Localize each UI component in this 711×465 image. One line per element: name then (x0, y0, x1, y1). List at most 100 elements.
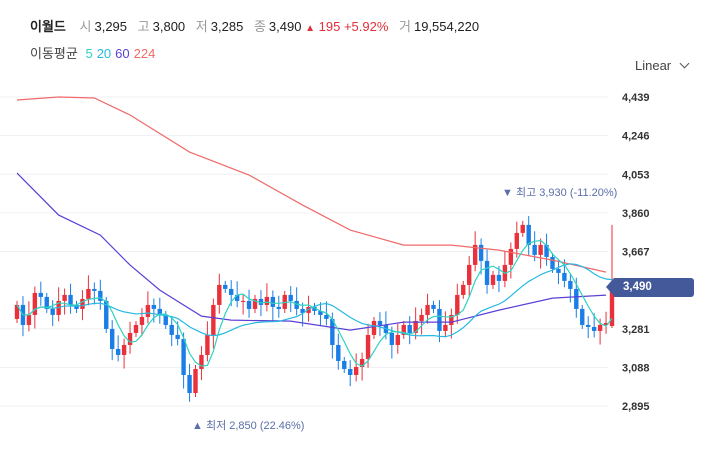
candle-body (508, 248, 514, 265)
candle-body (139, 316, 145, 325)
candle-body (133, 324, 139, 333)
scale-select[interactable]: Linear (635, 58, 690, 73)
y-tick-label: 2,895 (622, 401, 650, 413)
high-label: 고 (137, 19, 150, 34)
ma-legend: 이동평균 5 20 60 224 (30, 43, 159, 62)
candle-body (324, 314, 329, 319)
candle-body (377, 320, 383, 325)
open-label: 시 (79, 19, 92, 34)
candle-body (294, 300, 299, 309)
candle-body (74, 304, 79, 309)
y-tick-label: 4,053 (622, 169, 650, 181)
candle-body (336, 344, 341, 361)
candle-body (603, 322, 609, 325)
candle-body (455, 294, 460, 315)
stock-name: 이월드 (30, 19, 66, 34)
candle-body (342, 360, 347, 369)
current-price-badge: 3,490 (606, 278, 694, 297)
candle-body (574, 288, 579, 309)
candle-body (401, 324, 406, 335)
close-value: 3,490 (268, 19, 302, 34)
y-tick-label: 3,667 (622, 247, 650, 259)
candle-body (14, 304, 20, 319)
ma224-legend: 224 (133, 46, 156, 61)
candle-body (395, 334, 400, 345)
candle-body (121, 344, 127, 355)
candle-body (538, 244, 543, 255)
candle-body (38, 292, 43, 297)
candle-body (389, 332, 395, 345)
open-value: 3,295 (94, 19, 128, 34)
candle-body (490, 274, 496, 285)
candle-body (193, 368, 198, 393)
ma5-line (16, 239, 613, 367)
candle-body (26, 314, 32, 325)
candle-body (62, 294, 67, 301)
candle-body (532, 244, 537, 255)
candle-body (199, 354, 204, 369)
candle-body (526, 224, 531, 245)
candle-body (437, 308, 442, 331)
volume-value: 19,554,220 (413, 19, 480, 34)
y-tick-label: 3,088 (622, 362, 650, 374)
candle-body (264, 296, 270, 305)
candle-body (431, 304, 436, 309)
candle-body (145, 304, 151, 317)
change-pct: +5.92% (343, 19, 389, 34)
candle-body (419, 314, 424, 321)
candle-body (86, 288, 91, 299)
low-label: 저 (195, 19, 208, 34)
candle-body (276, 306, 281, 309)
change-value: 195 (318, 19, 341, 34)
low-annotation: ▲ 최저 2,850 (22.46%) (192, 419, 304, 432)
candle-body (92, 288, 97, 291)
high-value: 3,800 (152, 19, 186, 34)
candle-body (609, 286, 615, 326)
candle-body (520, 224, 525, 233)
quote-header: 이월드 시 3,295 고 3,800 저 3,285 종 3,490 ▲ 195 +5… (30, 16, 479, 35)
candle-body (413, 320, 418, 333)
candle-body (252, 298, 258, 309)
candle-body (229, 288, 234, 295)
candle-body (44, 296, 49, 309)
candle-body (98, 290, 103, 301)
ma-legend-label: 이동평균 (30, 46, 78, 61)
candle-body (591, 326, 597, 331)
candle-body (562, 272, 567, 281)
candle-body (359, 358, 365, 367)
ma60-legend: 60 (115, 46, 130, 61)
candle-body (246, 300, 252, 309)
candle-body (514, 232, 519, 249)
low-value: 3,285 (210, 19, 244, 34)
candle-body (234, 294, 240, 301)
candle-body (187, 374, 192, 393)
candle-body (181, 338, 186, 375)
candle-body (568, 280, 573, 289)
candle-body (157, 308, 162, 315)
candle-body (580, 308, 585, 325)
candle-body (151, 304, 157, 309)
ma224-line (16, 96, 607, 273)
volume-label: 거 (399, 19, 411, 34)
candle-body (300, 308, 305, 313)
close-label: 종 (253, 19, 266, 34)
candle-body (115, 348, 121, 355)
candle-body (163, 314, 168, 325)
candle-body (211, 304, 216, 335)
candle-body (205, 334, 210, 355)
candle-body (365, 334, 371, 359)
candle-body (478, 244, 484, 261)
candle-body (330, 318, 335, 345)
candle-body (127, 332, 133, 345)
candle-body (496, 274, 502, 281)
candle-body (223, 284, 228, 289)
ma5-legend: 5 (85, 46, 93, 61)
candle-body (484, 260, 490, 285)
candle-body (472, 244, 478, 265)
up-arrow-icon: ▲ (305, 23, 315, 34)
candle-body (288, 294, 293, 301)
candle-body (586, 324, 591, 327)
candle-body (104, 300, 109, 329)
candle-body (597, 324, 603, 331)
